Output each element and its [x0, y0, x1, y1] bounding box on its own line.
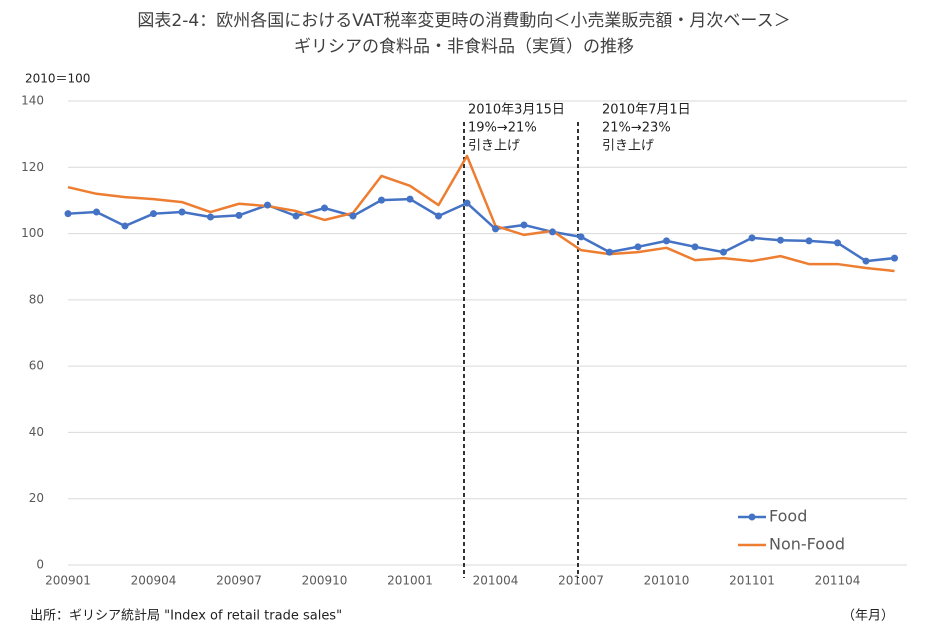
point	[720, 248, 727, 256]
point	[834, 239, 841, 247]
series-line	[67, 197, 895, 263]
annotation: 2010年7月1日	[602, 103, 691, 118]
legend-label: Food	[769, 507, 807, 526]
point	[406, 195, 414, 203]
x-tick-label: 201101	[729, 574, 775, 588]
legend-marker	[748, 513, 756, 521]
point	[634, 243, 642, 251]
y-tick-label: 40	[29, 425, 44, 439]
point	[378, 196, 385, 204]
annotation: 19%→21%	[468, 121, 537, 136]
point	[577, 233, 585, 241]
point	[349, 212, 357, 220]
y-tick-label: 60	[29, 359, 44, 373]
x-tick-label: 200910	[302, 574, 348, 588]
x-unit: （年月）	[842, 609, 894, 624]
point	[463, 199, 471, 207]
series-line	[67, 154, 895, 273]
point	[891, 254, 898, 262]
point	[862, 257, 870, 265]
x-tick-label: 201004	[473, 574, 519, 588]
point	[235, 211, 243, 219]
point	[606, 248, 613, 256]
point	[207, 213, 214, 221]
annotation: 引き上げ	[468, 139, 520, 154]
x-tick-label: 200907	[216, 574, 262, 588]
y-unit: 2010＝100	[25, 72, 90, 86]
point	[748, 234, 756, 242]
x-tick-label: 201007	[558, 574, 604, 588]
annotation: 21%→23%	[602, 121, 671, 136]
legend-label: Non-Food	[769, 535, 845, 554]
point	[777, 236, 784, 244]
point	[321, 204, 328, 212]
y-tick-label: 120	[21, 160, 44, 174]
y-tick-label: 80	[29, 292, 44, 306]
point	[93, 208, 100, 216]
point	[64, 210, 72, 218]
point	[435, 212, 442, 220]
annotation: 2010年3月15日	[468, 103, 565, 118]
y-tick-label: 100	[21, 226, 44, 240]
x-tick-label: 201010	[644, 574, 690, 588]
point	[691, 243, 699, 251]
point	[520, 221, 528, 229]
point	[663, 237, 670, 245]
y-tick-label: 0	[36, 558, 44, 572]
point	[492, 225, 499, 233]
x-tick-label: 200904	[131, 574, 177, 588]
point	[292, 212, 300, 220]
point	[549, 228, 556, 236]
point	[150, 210, 157, 218]
y-tick-label: 140	[21, 94, 44, 108]
point	[121, 222, 129, 230]
y-tick-label: 20	[29, 491, 44, 505]
x-tick-label: 201001	[387, 574, 433, 588]
point	[264, 201, 271, 209]
x-tick-label: 200901	[45, 574, 91, 588]
chart-subtitle: ギリシアの食料品・非食料品（実質）の推移	[294, 37, 634, 57]
x-tick-label: 201104	[815, 574, 861, 588]
annotation: 引き上げ	[602, 139, 654, 154]
point	[805, 237, 813, 245]
point	[178, 208, 186, 216]
source: 出所：ギリシア統計局 "Index of retail trade sales"	[30, 608, 342, 624]
chart-title: 図表2-4：欧州各国におけるVAT税率変更時の消費動向＜小売業販売額・月次ベース…	[137, 11, 790, 31]
